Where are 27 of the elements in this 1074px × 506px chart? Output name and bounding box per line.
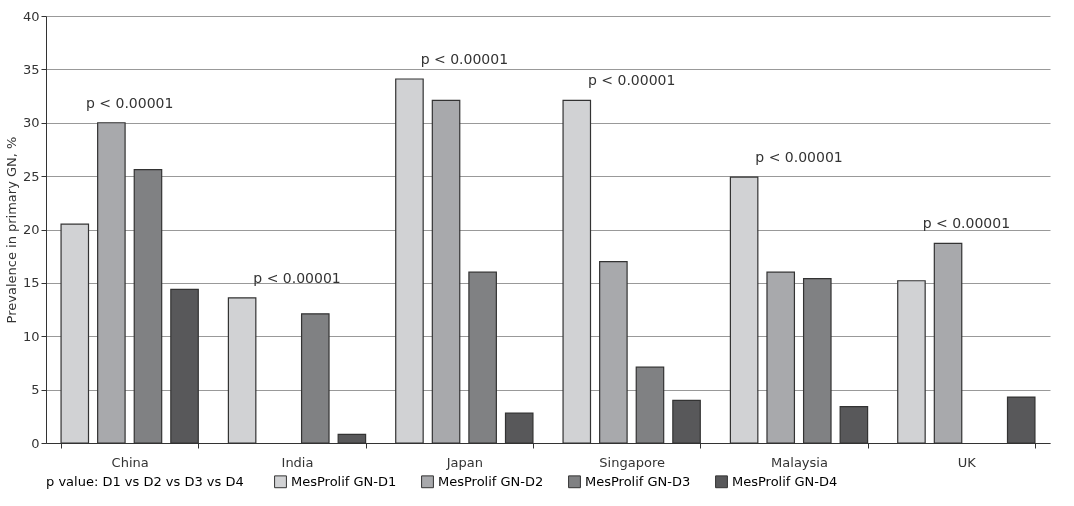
legend-title: p value: D1 vs D2 vs D3 vs D4	[46, 474, 244, 489]
legend-label: MesProlif GN-D3	[585, 473, 691, 489]
y-tick-label: 0	[31, 435, 40, 451]
y-tick-label: 40	[22, 8, 40, 24]
x-tick-label: Malaysia	[771, 454, 828, 470]
y-tick-label: 10	[22, 328, 40, 344]
y-tick-label: 5	[31, 382, 40, 398]
legend-label: MesProlif GN-D1	[291, 473, 397, 489]
x-tick-label: UK	[957, 454, 977, 470]
y-tick-label: 30	[22, 115, 40, 131]
annotation: p < 0.00001	[755, 149, 843, 166]
annotation: p < 0.00001	[85, 94, 174, 111]
legend-label: MesProlif GN-D2	[438, 473, 544, 489]
x-tick-label: China	[111, 454, 149, 470]
x-tick-label: Singapore	[599, 454, 665, 470]
y-axis-title: Prevalence in primary GN, %	[3, 136, 19, 324]
annotation: p < 0.00001	[922, 215, 1011, 232]
annotation: p < 0.00001	[420, 50, 509, 67]
legend-label: MesProlif GN-D4	[732, 473, 838, 489]
y-tick-label: 15	[22, 275, 40, 291]
y-tick-label: 20	[22, 222, 40, 237]
y-tick-label: 35	[22, 61, 40, 77]
y-tick-label: 25	[22, 168, 40, 184]
annotation: p < 0.00001	[253, 269, 341, 286]
x-tick-label: Japan	[445, 454, 483, 470]
x-tick-label: India	[281, 454, 314, 470]
annotation: p < 0.00001	[587, 72, 676, 89]
